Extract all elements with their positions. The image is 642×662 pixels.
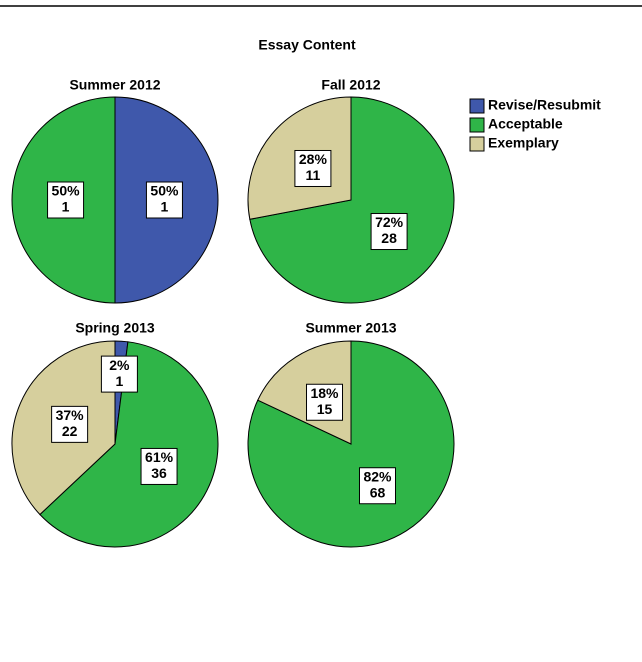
slice-percent: 50%: [52, 183, 81, 199]
slice-count: 1: [161, 199, 169, 215]
pie-title: Summer 2012: [69, 77, 160, 93]
slice-percent: 82%: [363, 468, 392, 484]
chart-title: Essay Content: [258, 37, 356, 53]
slice-count: 1: [62, 199, 70, 215]
slice-count: 28: [381, 230, 397, 246]
label-box: [140, 447, 178, 485]
slice-count: 36: [151, 465, 167, 481]
label-box: [306, 383, 344, 421]
pie-slice: [39, 341, 219, 548]
slice-count: 22: [62, 423, 78, 439]
legend-swatch: [469, 136, 485, 152]
label-box: [370, 213, 408, 251]
slice-percent: 37%: [56, 407, 85, 423]
label-box: [100, 355, 138, 393]
slice-percent: 18%: [310, 385, 339, 401]
legend-label: Acceptable: [488, 116, 563, 132]
legend-label: Revise/Resubmit: [488, 97, 601, 113]
pie-title: Fall 2012: [321, 77, 380, 93]
slice-percent: 28%: [299, 151, 328, 167]
slice-count: 15: [317, 401, 333, 417]
label-box: [294, 149, 332, 187]
pie-slice: [249, 96, 455, 304]
label-box: [47, 181, 85, 219]
label-box: [358, 467, 396, 505]
pie-title: Spring 2013: [75, 320, 155, 336]
slice-count: 1: [115, 373, 123, 389]
slice-percent: 72%: [375, 214, 404, 230]
legend-swatch: [469, 98, 485, 114]
slice-count: 11: [305, 167, 320, 183]
slice-percent: 2%: [109, 357, 130, 373]
label-box: [51, 405, 89, 443]
slice-percent: 50%: [150, 183, 179, 199]
label-box: [145, 181, 183, 219]
legend-swatch: [469, 117, 485, 133]
pie-title: Summer 2013: [305, 320, 396, 336]
slice-percent: 61%: [145, 449, 174, 465]
slice-count: 68: [370, 484, 386, 500]
legend-label: Exemplary: [488, 135, 559, 151]
